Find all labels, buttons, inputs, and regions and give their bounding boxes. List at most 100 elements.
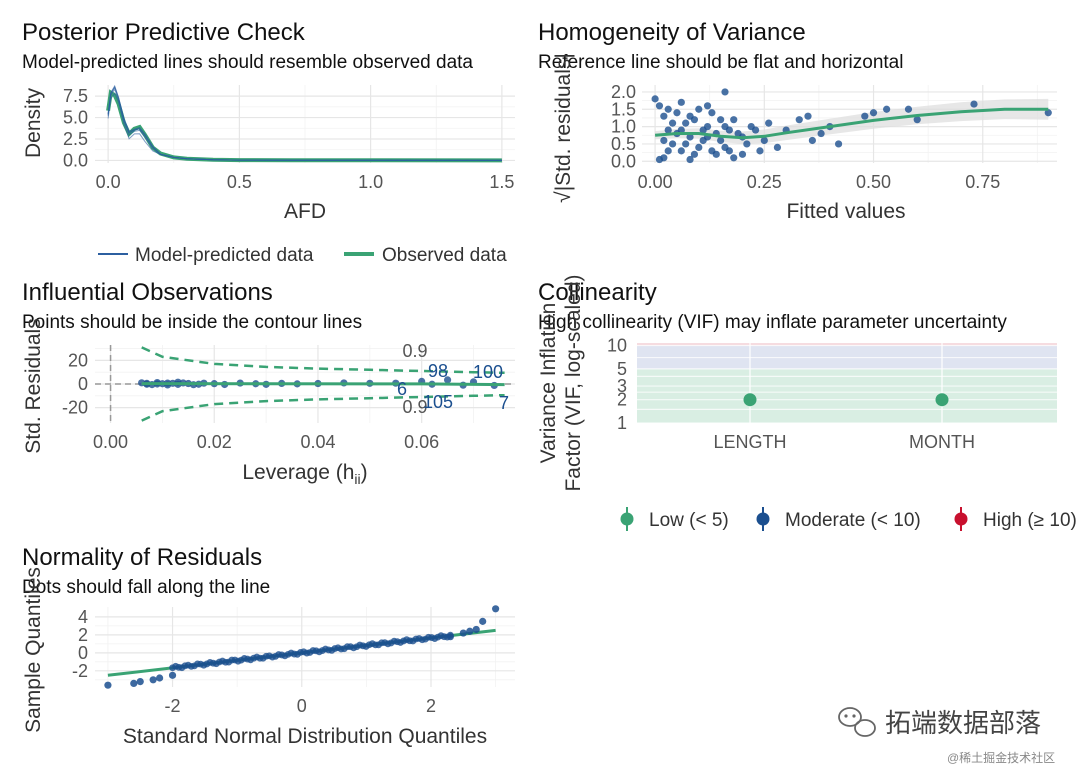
legend-observed-label: Observed data — [382, 245, 507, 266]
qq-tail-point — [130, 679, 138, 688]
hov-y-tick: 1.0 — [611, 117, 636, 137]
watermark-sub: @稀土掘金技术社区 — [947, 750, 1055, 765]
norm-y-tick: -2 — [72, 661, 88, 681]
norm-y-tick: 4 — [78, 607, 88, 627]
coll-y-tick: 1 — [617, 413, 627, 433]
norm-ylabel: Sample Quantiles — [22, 567, 45, 733]
infl-y-tick: 20 — [68, 350, 88, 370]
ppc-series — [106, 84, 502, 163]
residual-point — [677, 147, 685, 155]
residual-point — [699, 126, 707, 134]
contour-upper — [141, 346, 505, 375]
legend-low-dot — [620, 512, 634, 526]
infl-xlabel: Leverage (hii) — [242, 461, 367, 487]
watermark-main: 拓端数据部落 — [885, 708, 1041, 738]
qq-tail-point — [446, 633, 454, 641]
influential-point-label: 98 — [428, 361, 448, 381]
residual-point — [725, 147, 733, 155]
norm-xlabel: Standard Normal Distribution Quantiles — [123, 725, 487, 748]
coll-tick-labels: LENGTH MONTH 1 235 10 — [607, 336, 975, 452]
residual-point — [717, 116, 725, 124]
residual-point — [664, 126, 672, 134]
residual-point — [721, 88, 729, 96]
residual-point — [708, 109, 716, 117]
smooth-confidence-band — [655, 98, 1049, 144]
residual-point — [695, 105, 703, 113]
hov-subtitle: Reference line should be flat and horizo… — [538, 52, 903, 73]
legend-low-label: Low (< 5) — [649, 510, 729, 531]
infl-x-tick: 0.00 — [93, 432, 128, 452]
residual-point — [730, 154, 738, 162]
ppc-x-tick: 1.5 — [489, 172, 514, 192]
infl-panel: Influential Observations Points should b… — [22, 279, 515, 487]
residual-point — [686, 155, 694, 164]
qq-tail-point — [479, 617, 487, 625]
hov-y-tick: 1.5 — [611, 99, 636, 119]
hov-tick-labels: 0.00 0.25 0.50 0.75 0.00.51.01.52.0 — [611, 82, 1000, 192]
residual-point — [913, 116, 921, 124]
ppc-x-tick: 0.5 — [227, 172, 252, 192]
residual-point — [765, 119, 773, 127]
ppc-y-tick: 5.0 — [63, 108, 88, 128]
influential-point-label: 7 — [499, 393, 509, 413]
influential-point-label: 105 — [423, 392, 453, 412]
coll-ylabel-line2: Factor (VIF, log-scaled) — [562, 274, 585, 491]
residual-point — [738, 150, 747, 158]
qq-tail-point — [459, 629, 467, 637]
residual-point — [668, 119, 677, 127]
coll-x-tick: MONTH — [909, 432, 975, 452]
residual-point — [664, 147, 672, 155]
residual-point — [690, 116, 699, 124]
ppc-tick-labels: 0.0 0.5 1.0 1.50.02.55.07.5 — [63, 86, 514, 192]
ppc-y-tick: 7.5 — [63, 86, 88, 106]
hov-x-tick: 0.00 — [638, 172, 673, 192]
residual-point — [751, 126, 760, 134]
hov-x-tick: 0.50 — [856, 172, 891, 192]
ppc-gridlines — [95, 85, 515, 163]
legend-moderate-dot — [756, 512, 770, 526]
infl-y-tick: 0 — [78, 374, 88, 394]
residual-point — [664, 105, 672, 113]
hov-y-tick: 0.5 — [611, 134, 636, 154]
qq-tail-point — [466, 627, 474, 635]
legend-high-dot — [954, 512, 968, 526]
coll-y-tick: 2 — [617, 390, 627, 410]
smooth-line — [141, 382, 505, 387]
residual-point — [660, 136, 668, 145]
low-vif-band — [637, 368, 1057, 423]
infl-tick-labels: 0.00 0.02 0.04 0.06 -20 0 20 — [62, 350, 439, 452]
infl-x-tick: 0.02 — [197, 432, 232, 452]
residual-point — [743, 140, 751, 148]
observation-point — [443, 376, 452, 384]
norm-gridlines — [95, 607, 515, 687]
qq-tail-point — [149, 676, 157, 684]
norm-y-tick: 0 — [78, 643, 88, 663]
coll-panel: Collinearity High collinearity (VIF) may… — [537, 274, 1077, 531]
residual-point — [690, 150, 699, 158]
residual-point — [861, 112, 869, 120]
coll-threshold-bands — [637, 343, 1057, 423]
contour-label-top: 0.9 — [402, 341, 427, 361]
hov-xlabel: Fitted values — [786, 200, 905, 223]
residual-point — [1044, 109, 1052, 117]
residual-point — [682, 119, 690, 127]
residual-point — [651, 95, 659, 103]
contour-lower — [141, 393, 505, 422]
norm-x-tick: 0 — [297, 696, 307, 716]
smooth-line — [654, 107, 1049, 140]
norm-subtitle: Dots should fall along the line — [22, 577, 270, 598]
vif-point — [743, 393, 757, 407]
vif-point — [935, 393, 949, 407]
qq-tail-point — [156, 674, 164, 682]
infl-xlabel-sub: ii — [354, 471, 360, 487]
residual-point — [795, 116, 803, 124]
ppc-y-tick: 0.0 — [63, 150, 88, 170]
residual-point — [655, 155, 664, 164]
ppc-title: Posterior Predictive Check — [22, 19, 306, 46]
residual-point — [760, 136, 768, 145]
coll-y-tick: 5 — [617, 359, 627, 379]
ppc-y-tick: 2.5 — [63, 129, 88, 149]
residual-point — [721, 123, 729, 131]
residual-point — [660, 112, 668, 120]
